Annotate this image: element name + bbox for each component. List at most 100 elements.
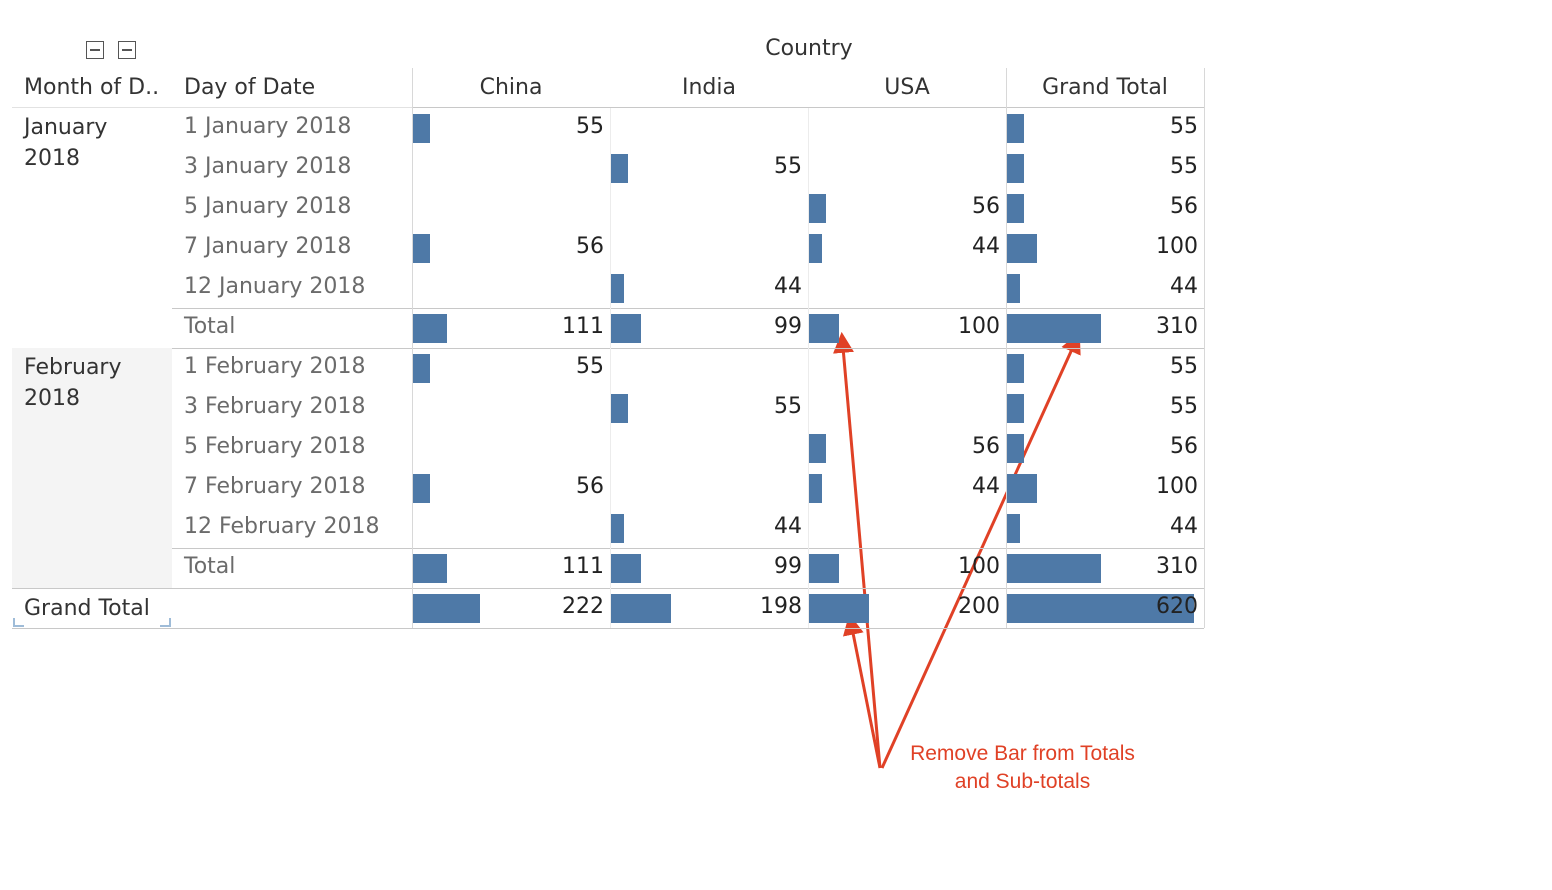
day-label: 5 January 2018 <box>184 194 352 219</box>
bar-mark[interactable] <box>809 554 839 583</box>
day-label: 3 February 2018 <box>184 394 366 419</box>
grand-total-value: 198 <box>760 594 802 619</box>
bar-mark[interactable] <box>809 314 839 343</box>
cell-value: 56 <box>576 234 604 259</box>
subtotal-value: 111 <box>562 314 604 339</box>
day-label: 7 February 2018 <box>184 474 366 499</box>
row-total-value: 44 <box>1170 514 1198 539</box>
bar-mark[interactable] <box>1007 234 1037 263</box>
column-divider <box>1006 68 1007 628</box>
subtotal-divider <box>172 308 1204 309</box>
subtotal-value: 111 <box>562 554 604 579</box>
cell-value: 44 <box>972 234 1000 259</box>
bar-mark[interactable] <box>611 154 628 183</box>
bar-mark[interactable] <box>809 594 869 623</box>
month-label: January 2018 <box>24 115 108 171</box>
row-total-value: 100 <box>1156 474 1198 499</box>
cell-value: 55 <box>576 354 604 379</box>
row-total-value: 100 <box>1156 234 1198 259</box>
selection-bracket-bottom-right <box>160 618 171 627</box>
column-group-title: Country <box>765 36 853 61</box>
column-divider <box>610 108 611 628</box>
bar-mark[interactable] <box>1007 434 1024 463</box>
day-label: 7 January 2018 <box>184 234 352 259</box>
row-header-month[interactable]: Month of D.. <box>24 75 160 100</box>
bar-mark[interactable] <box>611 394 628 423</box>
bar-mark[interactable] <box>413 594 480 623</box>
column-header-india[interactable]: India <box>682 75 736 100</box>
arrow-to-usa-subtotal <box>833 331 882 769</box>
column-divider <box>412 68 413 628</box>
bar-mark[interactable] <box>1007 554 1101 583</box>
bar-mark[interactable] <box>611 594 671 623</box>
arrow-to-usa-grand-total <box>842 613 882 769</box>
grand-total-overall-value: 620 <box>1156 594 1198 619</box>
cell-value: 44 <box>774 514 802 539</box>
collapse-rows-button[interactable] <box>86 41 104 59</box>
bar-mark[interactable] <box>1007 314 1101 343</box>
bar-mark[interactable] <box>611 274 624 303</box>
cell-value: 56 <box>576 474 604 499</box>
collapse-columns-button[interactable] <box>118 41 136 59</box>
row-total-value: 44 <box>1170 274 1198 299</box>
arrow-to-grand-total-subtotal <box>880 332 1081 769</box>
column-header-usa[interactable]: USA <box>884 75 930 100</box>
row-total-value: 55 <box>1170 114 1198 139</box>
subtotal-divider <box>172 548 1204 549</box>
row-total-value: 56 <box>1170 194 1198 219</box>
bar-mark[interactable] <box>809 234 822 263</box>
subtotal-label: Total <box>184 314 236 339</box>
subtotal-label: Total <box>184 554 236 579</box>
bar-mark[interactable] <box>413 474 430 503</box>
grand-total-row-label: Grand Total <box>24 596 150 621</box>
day-label: 3 January 2018 <box>184 154 352 179</box>
grand-total-value: 222 <box>562 594 604 619</box>
day-label: 12 February 2018 <box>184 514 380 539</box>
bar-mark[interactable] <box>413 354 430 383</box>
row-total-value: 55 <box>1170 394 1198 419</box>
bar-mark[interactable] <box>1007 154 1024 183</box>
bar-mark[interactable] <box>611 554 641 583</box>
month-band <box>12 108 172 348</box>
bar-mark[interactable] <box>611 314 641 343</box>
bar-mark[interactable] <box>809 434 826 463</box>
bar-mark[interactable] <box>413 234 430 263</box>
column-header-china[interactable]: China <box>479 75 543 100</box>
cell-value: 55 <box>576 114 604 139</box>
day-label: 5 February 2018 <box>184 434 366 459</box>
day-label: 12 January 2018 <box>184 274 366 299</box>
header-divider-left <box>12 107 412 108</box>
subtotal-value: 99 <box>774 554 802 579</box>
cell-value: 55 <box>774 154 802 179</box>
cell-value: 44 <box>972 474 1000 499</box>
bar-mark[interactable] <box>1007 394 1024 423</box>
row-total-value: 55 <box>1170 354 1198 379</box>
day-label: 1 February 2018 <box>184 354 366 379</box>
bar-mark[interactable] <box>1007 194 1024 223</box>
bar-mark[interactable] <box>809 194 826 223</box>
annotation-text: Remove Bar from Totals and Sub-totals <box>910 742 1135 793</box>
subtotal-grand-value: 310 <box>1156 554 1198 579</box>
bar-mark[interactable] <box>1007 274 1020 303</box>
table-bottom-border <box>12 628 1204 629</box>
bar-mark[interactable] <box>1007 354 1024 383</box>
bar-mark[interactable] <box>413 314 447 343</box>
row-header-day[interactable]: Day of Date <box>184 75 316 100</box>
bar-mark[interactable] <box>1007 514 1020 543</box>
column-divider <box>808 108 809 628</box>
cell-value: 56 <box>972 434 1000 459</box>
column-divider <box>1204 68 1205 628</box>
bar-mark[interactable] <box>1007 594 1194 623</box>
row-total-value: 55 <box>1170 154 1198 179</box>
header-divider <box>412 107 1204 108</box>
bar-mark[interactable] <box>611 514 624 543</box>
bar-mark[interactable] <box>1007 114 1024 143</box>
bar-mark[interactable] <box>413 114 430 143</box>
cell-value: 55 <box>774 394 802 419</box>
selection-bracket-bottom-left <box>13 618 24 627</box>
bar-mark[interactable] <box>1007 474 1037 503</box>
month-divider <box>12 588 1204 589</box>
bar-mark[interactable] <box>809 474 822 503</box>
bar-mark[interactable] <box>413 554 447 583</box>
column-header-grand-total[interactable]: Grand Total <box>1042 75 1168 100</box>
